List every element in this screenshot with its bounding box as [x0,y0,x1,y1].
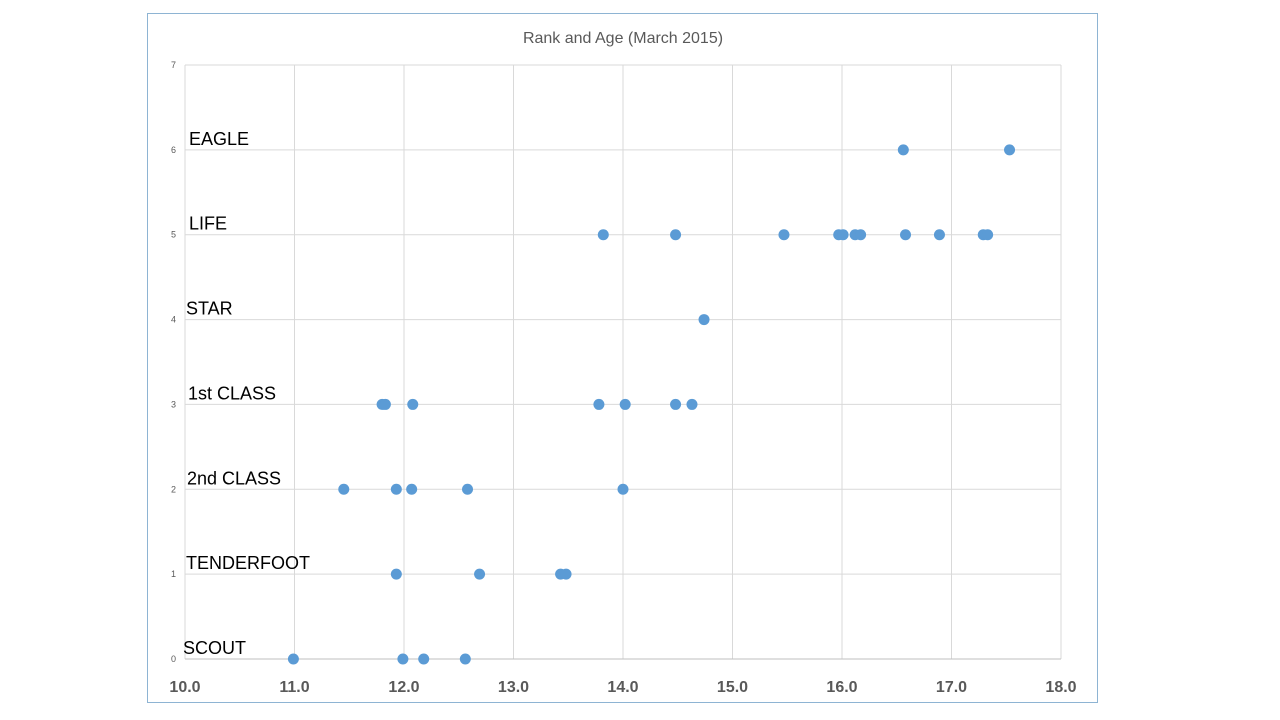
x-axis-ticks: 10.0 11.0 12.0 13.0 14.0 15.0 16.0 17.0 18.0 [169,679,1076,696]
data-point [855,229,867,241]
data-point [982,229,994,241]
rank-label: 2nd CLASS [187,468,281,488]
y-tick-label: 1 [171,569,176,579]
data-point [1004,144,1016,156]
data-point [670,229,682,241]
data-points [287,144,1016,665]
y-tick-label: 4 [171,315,176,325]
data-point [897,144,909,156]
data-point [379,398,391,410]
data-point [462,483,474,495]
y-tick-label: 5 [171,230,176,240]
data-point [390,483,402,495]
scatter-chart: 0 1 2 3 4 5 6 7 10.0 11.0 12.0 13.0 14.0 15.0 16.0 17.… [169,30,1076,696]
y-tick-label: 3 [171,399,176,409]
rank-label: STAR [186,299,233,319]
data-point [418,653,430,665]
data-point [560,568,572,580]
data-point [593,398,605,410]
data-point [698,314,710,326]
x-tick-label: 16.0 [826,679,857,696]
y-tick-label: 2 [171,484,176,494]
x-tick-label: 14.0 [607,679,638,696]
y-tick-label: 7 [171,60,176,70]
data-point [390,568,402,580]
x-tick-label: 12.0 [388,679,419,696]
data-point [597,229,609,241]
chart-frame: 0 1 2 3 4 5 6 7 10.0 11.0 12.0 13.0 14.0 15.0 16.0 17.… [147,13,1098,703]
data-point [778,229,790,241]
data-point [900,229,912,241]
y-tick-label: 6 [171,145,176,155]
data-point [670,398,682,410]
y-axis-ticks: 0 1 2 3 4 5 6 7 [171,60,176,664]
chart-title: Rank and Age (March 2015) [523,30,723,47]
data-point [397,653,409,665]
data-point [837,229,849,241]
x-tick-label: 13.0 [498,679,529,696]
x-tick-label: 10.0 [169,679,200,696]
y-tick-label: 0 [171,654,176,664]
data-point [338,483,350,495]
data-point [617,483,629,495]
x-tick-label: 11.0 [279,679,309,696]
rank-label: 1st CLASS [188,383,276,403]
data-point [933,229,945,241]
rank-label: LIFE [189,214,227,234]
data-point [287,653,299,665]
data-point [686,398,698,410]
data-point [459,653,471,665]
data-point [619,398,631,410]
rank-labels: EAGLE LIFE STAR 1st CLASS 2nd CLASS TENDERFOO… [183,129,310,658]
data-point [474,568,486,580]
x-tick-label: 17.0 [936,679,967,696]
data-point [407,398,419,410]
x-tick-label: 18.0 [1045,679,1076,696]
data-point [406,483,418,495]
rank-label: EAGLE [189,129,249,149]
grid [184,64,1062,660]
rank-label: TENDERFOOT [186,553,310,573]
rank-label: SCOUT [183,638,246,658]
x-tick-label: 15.0 [717,679,748,696]
